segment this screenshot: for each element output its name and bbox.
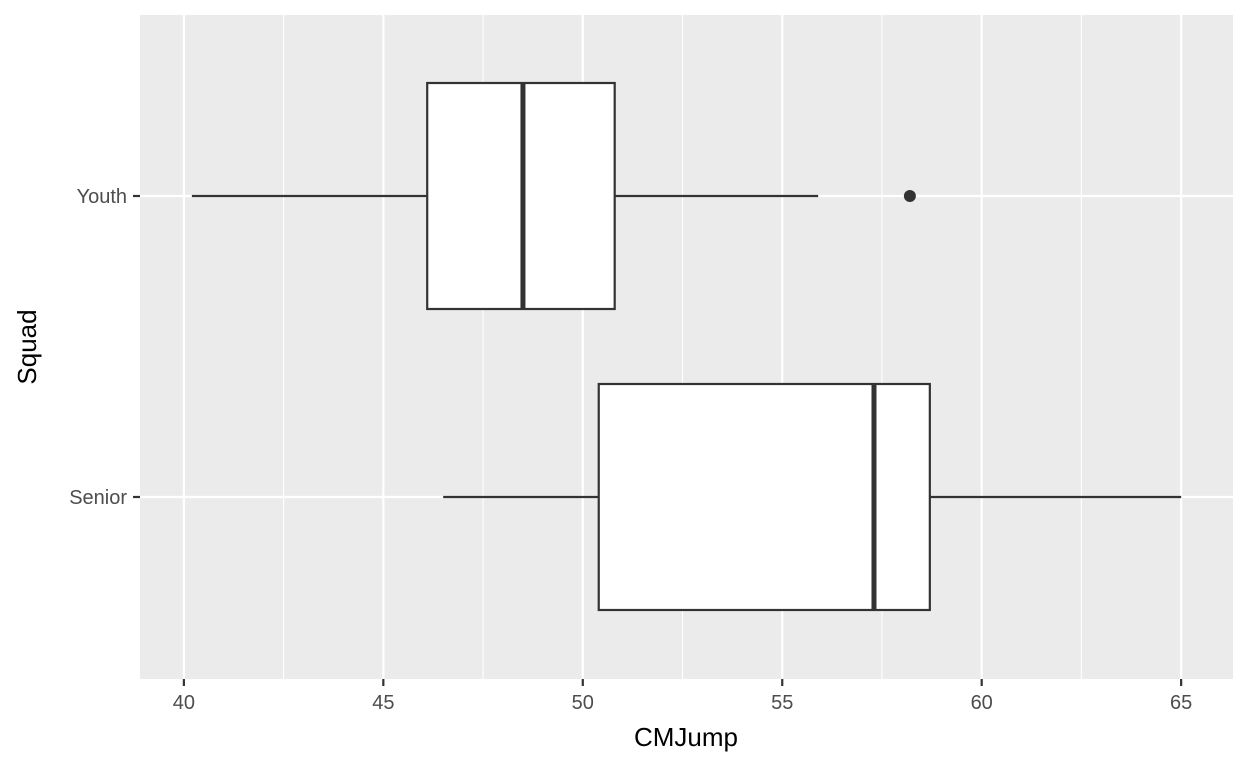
- y-axis-title: Squad: [12, 309, 42, 384]
- x-tick-label: 45: [372, 692, 394, 714]
- boxplots: [191, 81, 1182, 612]
- box-youth: [191, 81, 916, 311]
- x-tick-label: 55: [771, 692, 793, 714]
- x-tick-label: 65: [1170, 692, 1192, 714]
- x-tick-label: 40: [173, 692, 195, 714]
- box-iqr: [597, 382, 931, 612]
- axes: 40 45 50 55 60 65 Youth Senior: [69, 186, 1192, 714]
- x-tick-label: 50: [572, 692, 594, 714]
- box-senior: [443, 382, 1182, 612]
- y-tick-label: Youth: [77, 186, 127, 208]
- y-tick-label: Senior: [69, 487, 127, 509]
- x-tick-label: 60: [971, 692, 993, 714]
- x-axis-title: CMJump: [634, 722, 738, 752]
- outlier-point: [903, 190, 916, 202]
